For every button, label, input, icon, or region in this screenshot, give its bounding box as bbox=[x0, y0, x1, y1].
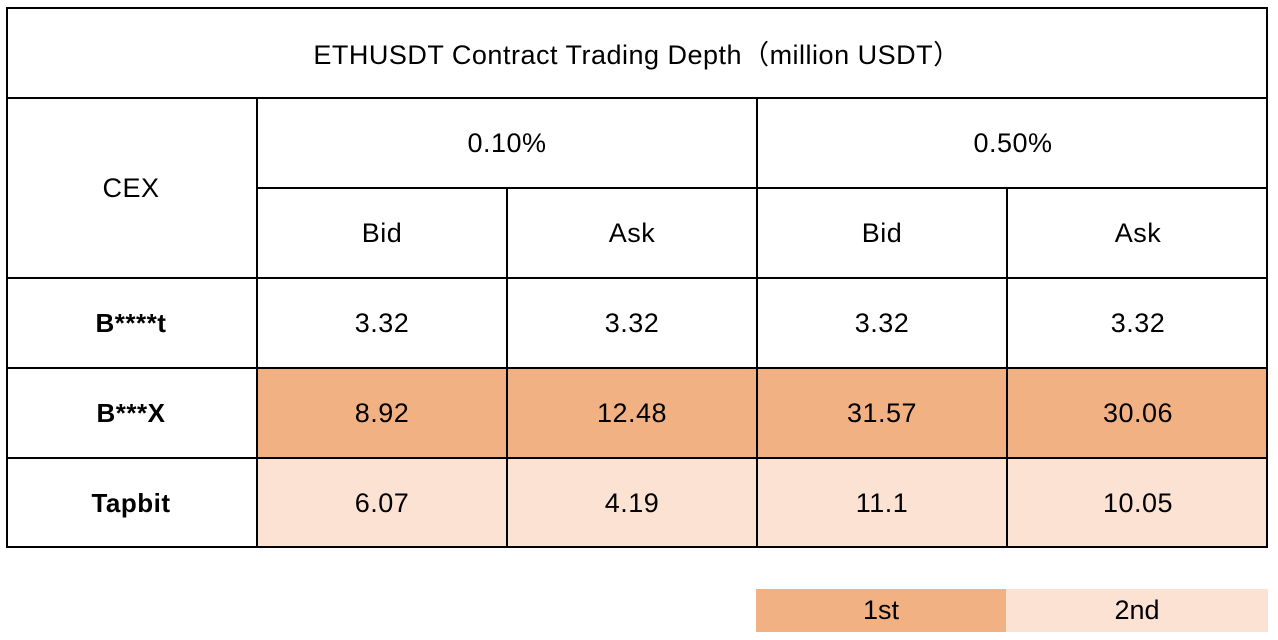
row-name: Tapbit bbox=[6, 457, 256, 548]
table-cell: 31.57 bbox=[756, 367, 1006, 457]
table-cell: 12.48 bbox=[506, 367, 756, 457]
table-cell: 11.1 bbox=[756, 457, 1006, 548]
cex-header: CEX bbox=[6, 97, 256, 277]
sub-header-ask: Ask bbox=[506, 187, 756, 277]
row-name: B****t bbox=[6, 277, 256, 367]
row-name: B***X bbox=[6, 367, 256, 457]
table-cell: 3.32 bbox=[756, 277, 1006, 367]
table-cell: 10.05 bbox=[1006, 457, 1268, 548]
table-cell: 6.07 bbox=[256, 457, 506, 548]
depth-header-0-10: 0.10% bbox=[256, 97, 756, 187]
sub-header-bid: Bid bbox=[756, 187, 1006, 277]
table-cell: 4.19 bbox=[506, 457, 756, 548]
table-cell: 3.32 bbox=[256, 277, 506, 367]
table-cell: 8.92 bbox=[256, 367, 506, 457]
legend-first: 1st bbox=[756, 589, 1006, 632]
sub-header-ask: Ask bbox=[1006, 187, 1268, 277]
sub-header-bid: Bid bbox=[256, 187, 506, 277]
depth-header-0-50: 0.50% bbox=[756, 97, 1268, 187]
legend-second: 2nd bbox=[1006, 589, 1268, 632]
table-cell: 3.32 bbox=[506, 277, 756, 367]
table-cell: 30.06 bbox=[1006, 367, 1268, 457]
table-cell: 3.32 bbox=[1006, 277, 1268, 367]
depth-table: ETHUSDT Contract Trading Depth（million U… bbox=[6, 7, 1268, 548]
table-title: ETHUSDT Contract Trading Depth（million U… bbox=[313, 39, 961, 70]
